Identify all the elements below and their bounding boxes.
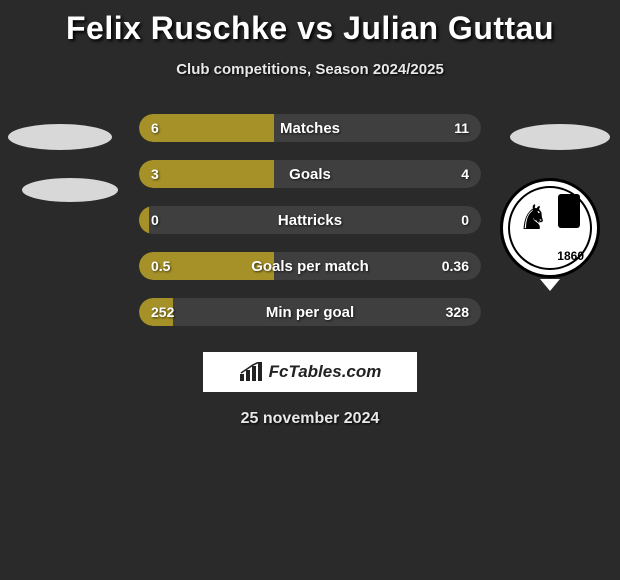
lion-icon: ♞ xyxy=(518,198,548,238)
player-left-badge-placeholder-2 xyxy=(22,178,118,202)
badge-year: 1860 xyxy=(557,251,584,262)
team-badge-1860: ♞ 1860 xyxy=(500,178,600,283)
subtitle: Club competitions, Season 2024/2025 xyxy=(0,61,620,78)
stat-label: Hattricks xyxy=(139,212,481,229)
stat-row: 00Hattricks xyxy=(139,206,481,234)
stat-label: Matches xyxy=(139,120,481,137)
bar-chart-icon xyxy=(239,362,263,382)
page-title: Felix Ruschke vs Julian Guttau xyxy=(0,0,620,47)
stat-row: 0.50.36Goals per match xyxy=(139,252,481,280)
logo-text: FcTables.com xyxy=(269,362,382,382)
stat-row: 611Matches xyxy=(139,114,481,142)
date-line: 25 november 2024 xyxy=(0,410,620,428)
stat-row: 34Goals xyxy=(139,160,481,188)
fctables-logo: FcTables.com xyxy=(203,352,417,392)
stat-label: Min per goal xyxy=(139,304,481,321)
stat-label: Goals per match xyxy=(139,258,481,275)
player-left-badge-placeholder-1 xyxy=(8,124,112,150)
player-right-badge-placeholder xyxy=(510,124,610,150)
comparison-bars: 611Matches 34Goals 00Hattricks 0.50.36Goals… xyxy=(139,114,481,326)
stat-label: Goals xyxy=(139,166,481,183)
stat-row: 252328Min per goal xyxy=(139,298,481,326)
